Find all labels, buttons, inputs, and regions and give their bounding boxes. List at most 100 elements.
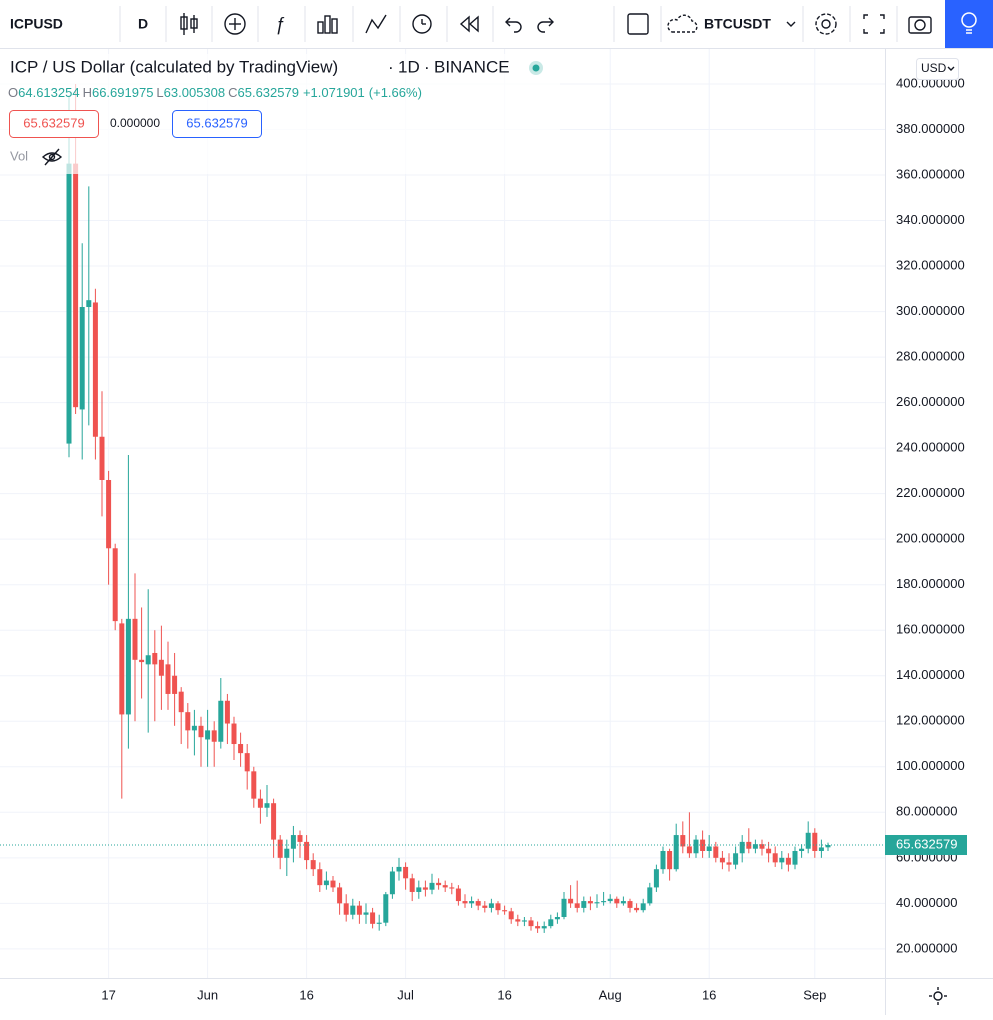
change: +1.071901 — [303, 85, 365, 100]
x-tick-label: Sep — [803, 987, 826, 1002]
candle-body — [482, 905, 488, 908]
candle-body — [323, 880, 329, 886]
compare-symbol[interactable]: BTCUSDT — [704, 16, 771, 32]
candle-body — [244, 753, 250, 772]
y-tick-label: 280.000000 — [896, 349, 965, 364]
grid — [0, 48, 885, 978]
change-percent: (+1.66%) — [369, 85, 422, 100]
currency-arrow — [947, 66, 955, 71]
candle-body — [752, 844, 758, 849]
volume-label: Vol — [10, 148, 28, 163]
candle-body — [634, 907, 640, 911]
ohlc-value: 64.613254 — [18, 85, 79, 100]
ideas-icon — [961, 12, 977, 34]
x-tick-label: 16 — [299, 987, 313, 1002]
alert-icon[interactable] — [412, 14, 432, 34]
candle-body — [455, 888, 461, 902]
ohlc-value: 63.005308 — [164, 85, 225, 100]
buy-price: 65.632579 — [186, 115, 247, 130]
candle-body — [627, 901, 633, 908]
candle-body — [766, 848, 772, 854]
candle-body — [640, 903, 646, 911]
candle-body — [594, 902, 600, 904]
candle-body — [442, 885, 448, 888]
layout-icon[interactable] — [627, 13, 649, 35]
series-interval: 1D — [398, 57, 420, 76]
ideas-button[interactable] — [945, 0, 993, 48]
candle-body — [779, 857, 785, 863]
candle-body — [541, 926, 547, 929]
currency-button[interactable] — [916, 58, 959, 80]
replay-icon[interactable] — [459, 15, 479, 33]
cloud-icon[interactable] — [667, 14, 698, 33]
candle-body — [139, 659, 145, 663]
hidden-eye-icon[interactable] — [41, 148, 63, 166]
dropdown-arrow[interactable] — [786, 21, 796, 27]
candle-body — [469, 901, 475, 904]
candle-body — [79, 307, 85, 410]
candle-body — [132, 618, 138, 660]
candle-body — [660, 850, 666, 870]
candle-body — [119, 623, 125, 715]
candle-body — [667, 850, 673, 870]
candle-body — [389, 871, 395, 895]
y-tick-label: 20.000000 — [896, 940, 957, 955]
y-tick-label: 220.000000 — [896, 485, 965, 500]
x-tick-label: 16 — [497, 987, 511, 1002]
sell-price: 65.632579 — [23, 115, 84, 130]
candle-body — [521, 920, 527, 922]
candle-body — [158, 659, 164, 676]
candle-body — [785, 857, 791, 865]
candle-body — [165, 664, 171, 694]
candle-body — [488, 903, 494, 908]
compare-icon[interactable] — [365, 14, 387, 34]
undo-icon[interactable] — [505, 17, 522, 33]
ohlc-value: 66.691975 — [92, 85, 153, 100]
candle-body — [198, 725, 204, 738]
candle-body — [383, 894, 389, 923]
candle-body — [614, 898, 620, 904]
fullscreen-icon[interactable] — [863, 14, 885, 34]
candle-body — [515, 919, 521, 922]
candle-body — [561, 898, 567, 918]
y-tick-label: 240.000000 — [896, 440, 965, 455]
settings-icon[interactable] — [815, 13, 837, 35]
x-tick-label: 17 — [101, 987, 115, 1002]
redo-icon[interactable] — [537, 17, 554, 33]
candle-body — [238, 744, 244, 754]
candle-body — [178, 691, 184, 713]
candle-body — [224, 700, 230, 724]
y-tick-label: 200.000000 — [896, 531, 965, 546]
candles-icon[interactable] — [180, 13, 198, 35]
buy-box[interactable] — [172, 110, 262, 138]
candle-body — [554, 917, 560, 920]
candle-body — [99, 436, 105, 480]
x-tick-label: Aug — [599, 987, 622, 1002]
y-tick-label: 140.000000 — [896, 667, 965, 682]
indicator-add-icon[interactable] — [224, 13, 246, 35]
symbol-button[interactable]: ICPUSD — [10, 16, 63, 32]
axis-settings-icon[interactable] — [929, 987, 947, 1005]
templates-icon[interactable] — [317, 15, 338, 34]
snapshot-icon[interactable] — [908, 16, 932, 34]
series-exchange: BINANCE — [434, 57, 510, 76]
candle-body — [264, 803, 270, 808]
interval-button[interactable]: D — [138, 16, 148, 32]
candle-body — [337, 887, 343, 904]
candle-body — [647, 887, 653, 904]
candle-body — [191, 725, 197, 731]
currency-label: USD — [921, 61, 947, 75]
y-tick-label: 340.000000 — [896, 212, 965, 227]
candle-body — [548, 919, 554, 927]
candle-body — [231, 723, 237, 745]
sell-box[interactable] — [9, 110, 99, 138]
toolbar — [0, 0, 993, 48]
candle-body — [568, 898, 574, 904]
fx-icon[interactable]: ƒ — [275, 14, 285, 34]
candle-body — [693, 839, 699, 854]
candle-body — [73, 163, 79, 408]
candle-body — [304, 841, 310, 861]
y-tick-label: 320.000000 — [896, 257, 965, 272]
x-tick-label: Jun — [197, 987, 218, 1002]
